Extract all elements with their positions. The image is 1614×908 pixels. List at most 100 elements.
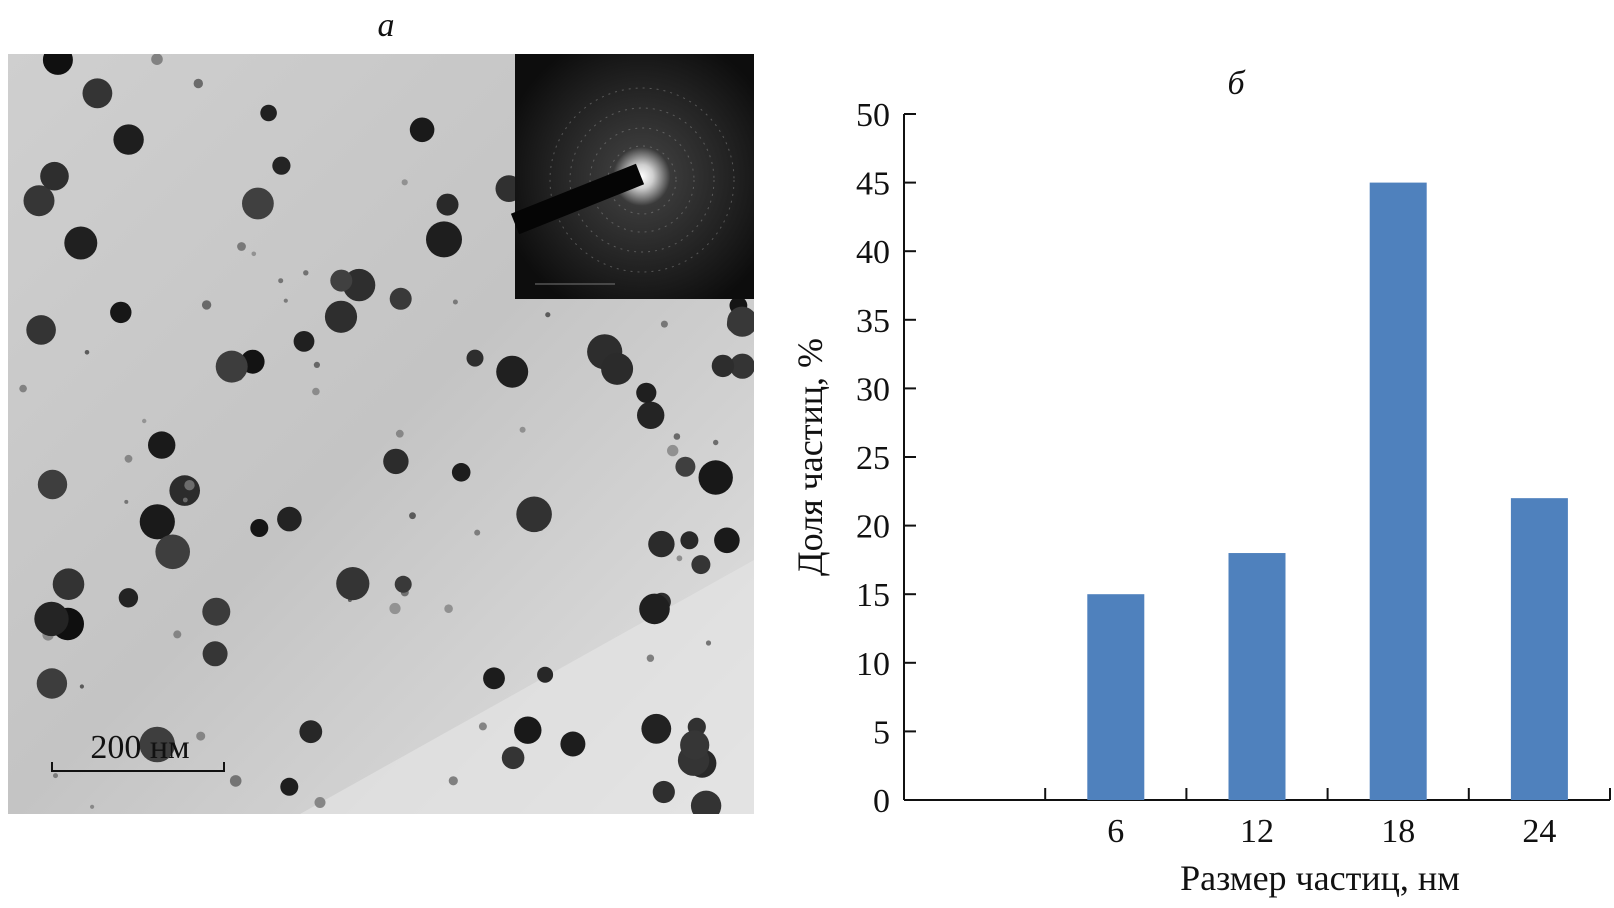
nanoparticle <box>713 439 719 446</box>
nanoparticle <box>139 504 175 540</box>
nanoparticle <box>478 722 487 731</box>
nanoparticle <box>202 597 231 626</box>
x-tick-label: 12 <box>1240 813 1274 850</box>
nanoparticle <box>652 780 675 804</box>
scale-bar-label: 200 нм <box>90 729 189 766</box>
nanoparticle <box>389 602 401 615</box>
bar-24 <box>1510 498 1568 800</box>
nanoparticle <box>34 601 69 637</box>
nanoparticle <box>639 593 670 625</box>
nanoparticle <box>260 104 277 122</box>
nanoparticle <box>148 431 176 459</box>
nanoparticle <box>690 790 722 814</box>
nanoparticle <box>705 640 712 646</box>
nanoparticle <box>113 124 144 155</box>
nanoparticle <box>42 54 73 75</box>
nanoparticle <box>537 666 554 683</box>
nanoparticle <box>601 352 634 385</box>
nanoparticle <box>202 641 228 667</box>
y-tick-label: 40 <box>856 234 890 271</box>
nanoparticle <box>711 354 735 378</box>
nanoparticle <box>280 777 299 796</box>
nanoparticle <box>409 512 416 520</box>
nanoparticle <box>84 350 90 355</box>
nanoparticle <box>182 497 188 503</box>
nanoparticle <box>516 496 552 533</box>
nanoparticle <box>293 331 315 352</box>
nanoparticle <box>64 226 98 260</box>
bar-chart: 0 5 10 15 20 25 30 35 40 45 50 6 12 18 24 <box>856 97 1611 850</box>
nanoparticle <box>173 630 182 639</box>
nanoparticle <box>426 221 462 258</box>
y-tick-label: 20 <box>856 509 890 546</box>
nanoparticle <box>436 193 459 216</box>
y-axis-title: Доля частиц, % <box>790 338 830 576</box>
nanoparticle <box>680 531 699 550</box>
nanoparticle <box>124 454 133 463</box>
nanoparticle <box>646 654 655 662</box>
x-tick-label: 6 <box>1107 813 1124 850</box>
nanoparticle <box>250 519 269 537</box>
nanoparticle <box>36 668 68 699</box>
tem-micrograph: 200 нм <box>8 54 754 814</box>
y-tick-label: 5 <box>873 714 890 751</box>
nanoparticle <box>501 746 525 770</box>
nanoparticle <box>675 456 696 477</box>
nanoparticle <box>660 320 668 328</box>
bar-6 <box>1087 594 1145 800</box>
nanoparticle <box>303 270 309 276</box>
nanoparticle <box>401 179 408 186</box>
nanoparticle <box>714 527 740 554</box>
y-tick-label: 30 <box>856 371 890 408</box>
nanoparticle <box>272 156 291 175</box>
nanoparticle <box>184 480 195 491</box>
y-tick-label: 45 <box>856 166 890 203</box>
nanoparticle <box>40 161 69 191</box>
y-tick-label: 50 <box>856 97 890 134</box>
x-axis-title: Размер частиц, нм <box>1180 858 1460 898</box>
nanoparticle <box>90 804 95 809</box>
x-tick-label: 24 <box>1522 813 1556 850</box>
nanoparticle <box>383 448 409 475</box>
nanoparticle <box>698 460 733 495</box>
nanoparticle <box>637 401 665 429</box>
y-tick-label: 25 <box>856 440 890 477</box>
nanoparticle <box>79 684 84 689</box>
nanoparticle <box>409 117 435 143</box>
nanoparticle <box>278 278 284 284</box>
nanoparticle <box>676 555 683 562</box>
nanoparticle <box>151 54 163 65</box>
nanoparticle <box>324 300 358 333</box>
nanoparticle <box>466 349 484 367</box>
x-tick-label: 18 <box>1381 813 1415 850</box>
nanoparticle <box>636 382 657 403</box>
y-tick-label: 0 <box>873 783 890 820</box>
nanoparticle <box>124 499 129 504</box>
nanoparticle <box>23 185 55 217</box>
panel-b-label: б <box>1227 65 1246 102</box>
nanoparticle <box>729 353 754 379</box>
nanoparticle <box>452 299 458 305</box>
nanoparticle <box>312 387 320 396</box>
bar-12 <box>1228 553 1286 800</box>
nanoparticle <box>641 713 672 744</box>
nanoparticle <box>648 530 675 558</box>
nanoparticle <box>451 463 471 482</box>
nanoparticle <box>314 797 326 808</box>
nanoparticle <box>483 667 505 690</box>
panel-a-label: а <box>378 7 395 44</box>
nanoparticle <box>514 716 542 744</box>
saed-inset <box>510 54 754 299</box>
nanoparticle <box>19 384 27 393</box>
nanoparticle <box>242 187 274 220</box>
nanoparticle <box>277 506 302 532</box>
nanoparticle <box>560 731 586 757</box>
nanoparticle <box>545 312 551 318</box>
nanoparticle <box>667 444 679 457</box>
nanoparticle <box>474 529 481 536</box>
scale-bar: 200 нм <box>51 729 225 772</box>
nanoparticle <box>118 588 139 608</box>
nanoparticle <box>673 433 681 440</box>
nanoparticle <box>283 298 288 303</box>
